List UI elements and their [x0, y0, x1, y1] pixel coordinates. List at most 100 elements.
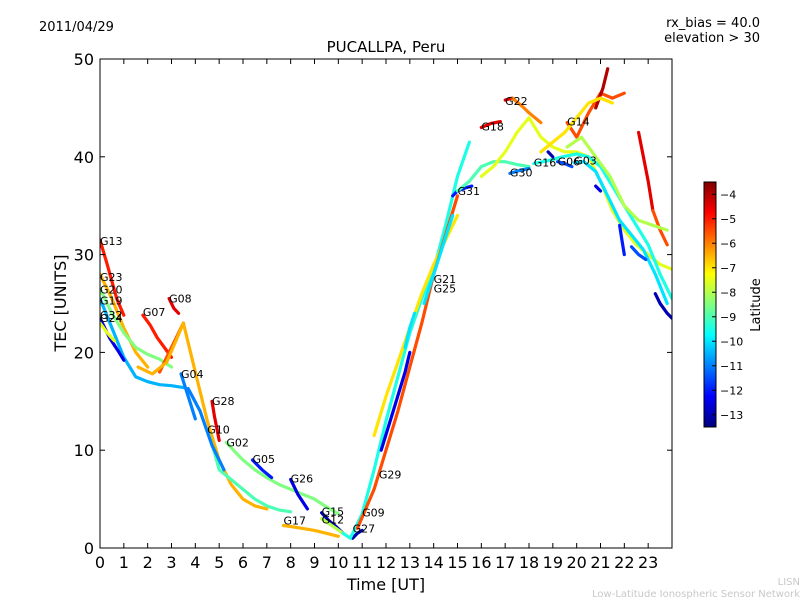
x-tick-label: 15	[447, 553, 467, 572]
rx-bias-label: rx_bias = 40.0	[666, 16, 760, 31]
series-g18	[479, 119, 502, 130]
series-g19b	[653, 292, 672, 320]
series-g07b	[539, 96, 615, 154]
satellite-label-g25: G25	[434, 283, 457, 296]
x-tick-label: 14	[423, 553, 443, 572]
series-g14b	[594, 67, 610, 110]
footer-short: LISN	[778, 577, 800, 588]
series-g16	[532, 152, 672, 301]
series-g07	[141, 313, 174, 359]
date-label: 2011/04/29	[39, 20, 114, 35]
satellite-label-g30: G30	[510, 166, 533, 179]
x-tick-label: 22	[614, 553, 634, 572]
x-tick-label: 16	[471, 553, 491, 572]
series-g28	[210, 399, 221, 442]
satellite-label-g03: G03	[574, 155, 597, 168]
series-g22b	[510, 96, 543, 125]
x-tick-label: 12	[376, 553, 396, 572]
colorbar-tick-label: −12	[720, 384, 743, 397]
x-tick-label: 8	[286, 553, 296, 572]
colorbar-ticks: −4 −5 −6 −7 −8 −9 −10 −11 −12 −13	[712, 188, 743, 422]
x-tick-label: 4	[190, 553, 200, 572]
satellite-label-g14: G14	[567, 116, 590, 129]
satellite-label-g02: G02	[226, 436, 249, 449]
series-g04b	[136, 321, 269, 511]
series-g19c	[422, 213, 455, 306]
satellite-label-g22: G22	[505, 95, 528, 108]
series-g27	[351, 528, 364, 540]
x-tick-label: 7	[262, 553, 272, 572]
y-tick-label: 40	[74, 148, 94, 167]
satellite-label-g04: G04	[181, 368, 204, 381]
satellite-label-g07: G07	[143, 306, 166, 319]
series-g17	[281, 523, 340, 538]
satellite-label-g19: G19	[100, 294, 123, 307]
series-g23	[100, 272, 150, 369]
satellite-label-g32: G32	[100, 309, 123, 322]
colorbar-tick-label: −6	[720, 237, 736, 250]
x-tick-label: 20	[566, 553, 586, 572]
x-tick-label: 1	[119, 553, 129, 572]
colorbar: −4 −5 −6 −7 −8 −9 −10 −11 −12 −13 Latitude	[703, 181, 764, 428]
x-tick-label: 2	[143, 553, 153, 572]
series-g31b	[455, 160, 531, 193]
satellite-label-g15: G15	[322, 506, 345, 519]
x-tick-label: 18	[519, 553, 539, 572]
series-g06	[555, 160, 574, 169]
colorbar-tick-label: −5	[720, 213, 736, 226]
series-g03	[572, 160, 669, 306]
series-g30c	[651, 209, 669, 247]
satellite-label-g10: G10	[207, 424, 230, 437]
satellite-label-g08: G08	[169, 293, 192, 306]
satellite-label-g20: G20	[100, 284, 123, 297]
satellite-label-g31: G31	[458, 185, 481, 198]
satellite-label-g23: G23	[100, 271, 123, 284]
x-tick-label: 17	[495, 553, 515, 572]
satellite-label-g13: G13	[100, 235, 123, 248]
series-g04	[179, 372, 197, 421]
series-g05b	[565, 135, 669, 232]
x-tick-label: 6	[238, 553, 248, 572]
satellite-label-g24: G24	[100, 312, 123, 325]
series-g30b	[636, 130, 655, 213]
satellite-label-g09: G09	[362, 507, 385, 520]
colorbar-tick-label: −4	[720, 188, 736, 201]
series-g20b	[629, 245, 648, 262]
series-g15b	[546, 150, 555, 159]
colorbar-tick-label: −9	[720, 311, 736, 324]
satellite-label-g06: G06	[558, 156, 581, 169]
series-g14	[565, 91, 626, 139]
x-tick-label: 0	[95, 553, 105, 572]
x-tick-label: 19	[543, 553, 563, 572]
satellite-label-g16: G16	[534, 157, 557, 170]
satellite-label-g28: G28	[212, 395, 235, 408]
y-tick-label: 20	[74, 343, 94, 362]
satellite-label-g21: G21	[434, 273, 457, 286]
y-tick-label: 30	[74, 246, 94, 265]
series-g19	[100, 297, 185, 390]
chart-title: PUCALLPA, Peru	[327, 38, 446, 56]
x-axis: 0 1 2 3 4 5 6 7 8 9 10 11 12 13 14 15 16 17 18 19 20 21 22 23	[95, 59, 658, 572]
y-axis: 0 10 20 30 40 50	[74, 50, 672, 558]
x-tick-label: 13	[400, 553, 420, 572]
y-axis-label: TEC [UNITS]	[51, 255, 70, 353]
series-g24	[100, 321, 116, 343]
x-tick-label: 9	[309, 553, 319, 572]
x-tick-label: 23	[638, 553, 658, 572]
series-g26b	[403, 311, 417, 350]
series-g25	[379, 350, 412, 452]
series-g02	[224, 440, 340, 516]
colorbar-tick-label: −8	[720, 286, 736, 299]
series-g20	[100, 287, 174, 369]
series-g30	[508, 166, 531, 175]
elevation-label: elevation > 30	[664, 31, 760, 46]
series-g02b	[617, 223, 626, 257]
series-g10	[205, 429, 293, 514]
series-g26	[289, 477, 309, 511]
colorbar-tick-label: −13	[720, 409, 743, 422]
satellite-label-g26: G26	[291, 472, 314, 485]
y-tick-label: 0	[84, 539, 94, 558]
series-g05	[250, 458, 274, 480]
